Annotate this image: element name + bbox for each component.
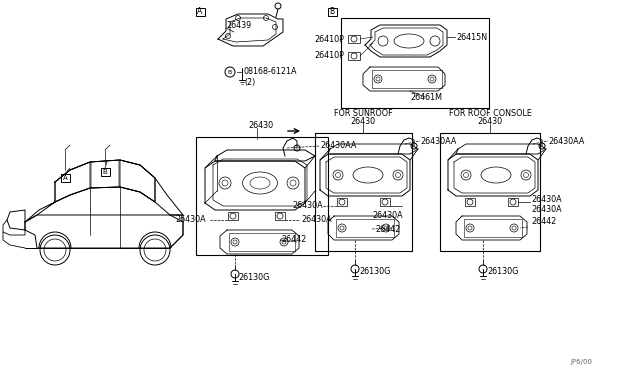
Text: 26430: 26430 xyxy=(351,118,376,126)
Text: 26410P: 26410P xyxy=(314,35,344,44)
Bar xyxy=(196,8,205,16)
Bar xyxy=(328,8,337,16)
Text: 08168-6121A: 08168-6121A xyxy=(244,67,298,77)
Text: A: A xyxy=(197,7,203,16)
Text: 26130G: 26130G xyxy=(359,267,390,276)
Text: B: B xyxy=(228,70,232,74)
Text: FOR SUNROOF: FOR SUNROOF xyxy=(333,109,392,118)
Text: 26430A: 26430A xyxy=(531,205,562,214)
Bar xyxy=(348,52,360,60)
Text: 26442: 26442 xyxy=(531,218,556,227)
Text: 26430: 26430 xyxy=(248,122,273,131)
Bar xyxy=(196,137,328,255)
Text: 26415N: 26415N xyxy=(456,32,487,42)
Bar xyxy=(101,168,110,176)
Bar xyxy=(275,212,285,220)
Text: 26430A: 26430A xyxy=(372,212,403,221)
Text: 26430A: 26430A xyxy=(292,202,323,211)
Text: 26461M: 26461M xyxy=(410,93,442,102)
Text: 26430A: 26430A xyxy=(301,215,332,224)
Bar xyxy=(348,35,360,43)
Bar xyxy=(228,212,238,220)
Bar xyxy=(464,219,522,237)
Text: 26439: 26439 xyxy=(226,22,252,31)
Text: JP6/00: JP6/00 xyxy=(570,359,592,365)
Bar xyxy=(341,18,489,108)
Bar xyxy=(336,219,394,237)
Bar xyxy=(440,133,540,251)
Bar xyxy=(465,198,475,206)
Text: 26442: 26442 xyxy=(375,224,400,234)
Text: 26430AA: 26430AA xyxy=(420,137,456,145)
Bar xyxy=(337,198,347,206)
Bar xyxy=(229,233,295,251)
Text: 26430: 26430 xyxy=(477,118,502,126)
Bar xyxy=(315,133,412,251)
Text: (2): (2) xyxy=(244,77,255,87)
Text: 26442: 26442 xyxy=(281,235,307,244)
Text: 26430AA: 26430AA xyxy=(548,137,584,145)
Text: A: A xyxy=(63,175,67,181)
Text: 26130G: 26130G xyxy=(238,273,269,282)
Bar xyxy=(61,174,70,182)
Text: 26430A: 26430A xyxy=(175,215,205,224)
Text: 26430AA: 26430AA xyxy=(320,141,356,151)
Text: FOR ROOF CONSOLE: FOR ROOF CONSOLE xyxy=(449,109,531,118)
Bar xyxy=(508,198,518,206)
Text: 26410P: 26410P xyxy=(314,51,344,61)
Bar xyxy=(380,198,390,206)
Text: B: B xyxy=(330,7,335,16)
Bar xyxy=(372,70,442,88)
Text: 26430A: 26430A xyxy=(531,195,562,203)
Text: B: B xyxy=(102,169,108,175)
Text: 26130G: 26130G xyxy=(487,267,518,276)
